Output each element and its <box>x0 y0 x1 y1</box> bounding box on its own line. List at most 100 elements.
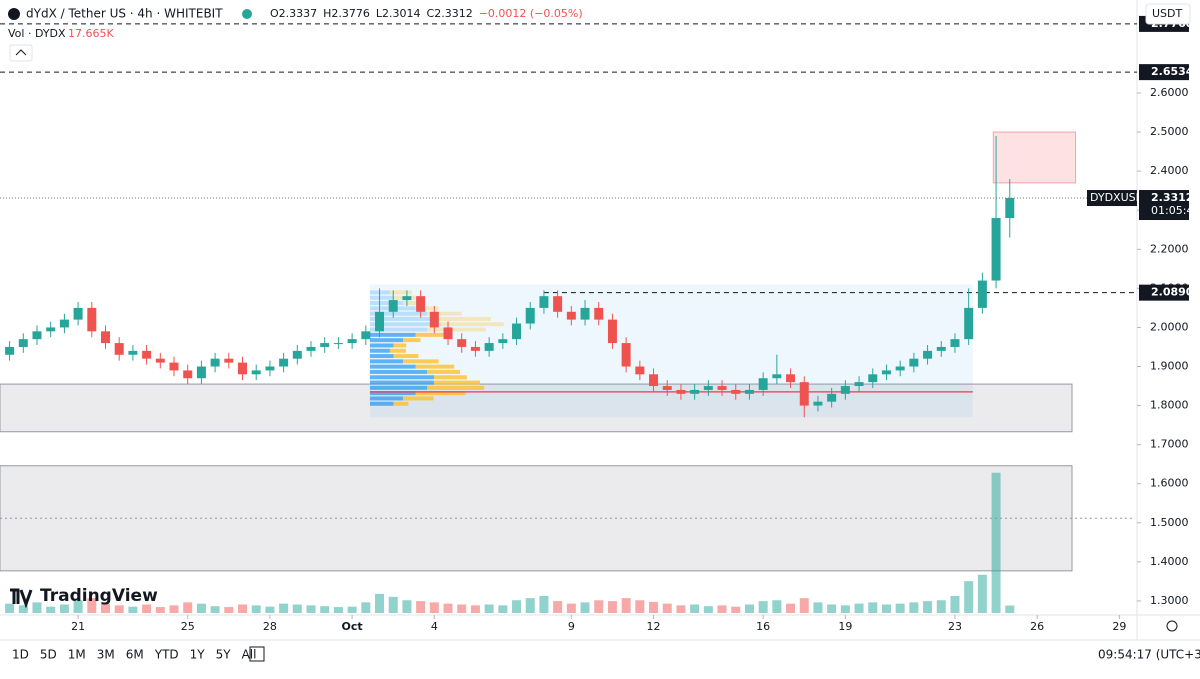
x-tick-label: 4 <box>431 620 438 633</box>
candle-body <box>840 386 850 394</box>
range-button[interactable]: 1M <box>68 648 86 662</box>
volume-bar <box>402 600 412 613</box>
candle-body <box>87 307 97 332</box>
profile-bar-sell <box>389 348 406 353</box>
candle-body <box>457 339 467 347</box>
symbol-icon <box>8 8 20 20</box>
candle-body <box>649 374 659 387</box>
y-tick-label: 1.6000 <box>1150 477 1189 490</box>
volume-bar <box>18 605 28 613</box>
y-tick-label: 1.9000 <box>1150 359 1189 372</box>
range-button[interactable]: YTD <box>154 648 179 662</box>
volume-bar <box>59 604 69 613</box>
candle-body <box>18 339 28 347</box>
candle-body <box>375 311 385 332</box>
settings-icon[interactable] <box>1166 620 1178 632</box>
candle-body <box>786 374 796 383</box>
profile-bar-buy <box>369 301 404 306</box>
volume-bar <box>731 606 741 613</box>
profile-bar-buy <box>369 391 416 396</box>
volume-bar <box>224 607 234 613</box>
currency-button[interactable] <box>1145 3 1191 25</box>
profile-bar-sell <box>427 311 462 316</box>
volume-bar <box>142 604 152 613</box>
volume-bar <box>429 602 439 613</box>
range-button[interactable]: 5Y <box>216 648 232 662</box>
x-tick-label: 29 <box>1112 620 1126 633</box>
candle-body <box>553 296 563 312</box>
profile-bar-buy <box>369 396 403 401</box>
range-button[interactable]: 5D <box>40 648 57 662</box>
volume-bar <box>265 606 275 613</box>
range-button[interactable]: 1D <box>12 648 29 662</box>
ohlc-value: L2.3014 <box>376 7 421 20</box>
volume-bar <box>470 605 480 613</box>
candle-body <box>361 331 371 340</box>
clock[interactable]: 09:54:17 (UTC+3) <box>1098 648 1200 662</box>
y-tick-label: 2.0000 <box>1150 320 1189 333</box>
candle-body <box>224 358 234 363</box>
profile-bar-buy <box>369 369 428 374</box>
status-dot <box>242 9 252 19</box>
volume-bar <box>950 596 960 613</box>
y-tick-label: 2.2000 <box>1150 242 1189 255</box>
x-tick-label: 25 <box>181 620 195 633</box>
volume-bar <box>73 600 83 613</box>
profile-bar-sell <box>415 391 466 396</box>
candle-body <box>539 296 549 308</box>
candle-body <box>594 307 604 320</box>
volume-bar <box>306 605 316 613</box>
candle-body <box>607 319 617 344</box>
candle-body <box>868 374 878 383</box>
profile-bar-sell <box>433 380 480 385</box>
candle-body <box>251 370 261 375</box>
chart-title[interactable]: dYdX / Tether US · 4h · WHITEBIT <box>26 7 223 21</box>
volume-bar <box>320 606 330 613</box>
y-tick-label: 1.5000 <box>1150 516 1189 529</box>
volume-bar <box>128 606 138 613</box>
candle-body <box>443 327 453 340</box>
profile-bar-buy <box>369 401 394 406</box>
volume-bar <box>744 604 754 613</box>
candle-body <box>744 389 754 394</box>
volume-bar <box>854 603 864 613</box>
volume-bar <box>251 605 261 613</box>
volume-bar <box>155 607 165 613</box>
candle-body <box>402 296 412 301</box>
profile-bar-sell <box>427 327 486 332</box>
last-price-box <box>1139 190 1189 221</box>
volume-bar <box>457 604 467 613</box>
candle-body <box>292 350 302 359</box>
volume-bar <box>279 603 289 613</box>
range-button[interactable]: 1Y <box>190 648 206 662</box>
profile-bar-buy <box>369 359 404 364</box>
volume-bar <box>292 604 302 613</box>
currency[interactable]: USDT <box>1152 7 1183 20</box>
candle-body <box>388 300 398 312</box>
volume-value: 17.665K <box>68 27 114 40</box>
volume-bar <box>895 603 905 613</box>
volume-bar <box>1005 605 1015 613</box>
candle-body <box>59 319 69 328</box>
volume-bar <box>813 602 823 613</box>
candle-body <box>238 362 248 375</box>
volume-bar <box>868 602 878 613</box>
y-tick-label: 2.5000 <box>1150 125 1189 138</box>
candle-body <box>32 331 42 340</box>
range-button[interactable]: 3M <box>97 648 115 662</box>
candle-body <box>196 366 206 379</box>
collapse-button[interactable] <box>9 44 33 62</box>
target-zone <box>992 131 1077 184</box>
candle-body <box>1005 198 1015 219</box>
volume-bar <box>991 472 1001 613</box>
volume-bar <box>649 601 659 613</box>
collapse-icon <box>15 49 27 56</box>
candle-body <box>662 386 672 390</box>
level-label: 2.6534 <box>1151 65 1194 78</box>
profile-bar-buy <box>369 327 428 332</box>
candle-body <box>977 280 987 308</box>
date-range-icon[interactable] <box>249 646 265 662</box>
range-button[interactable]: All <box>242 648 257 662</box>
range-button[interactable]: 6M <box>126 648 144 662</box>
